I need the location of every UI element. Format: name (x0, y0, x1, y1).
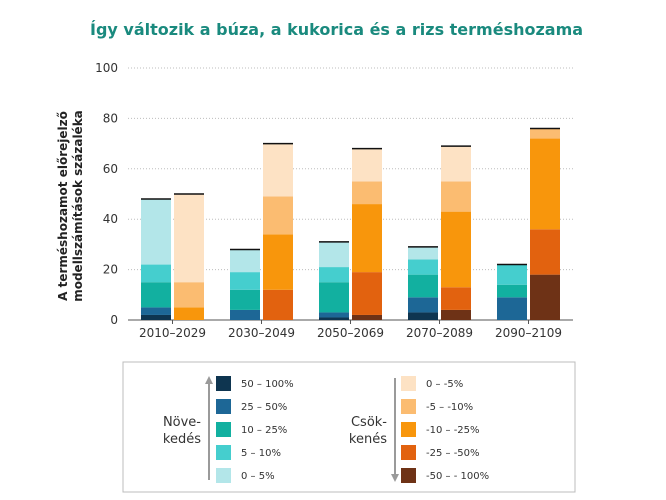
legend-decrease-item-label: -5 – -10% (426, 402, 473, 413)
legend: Növe-kedés 50 – 100% 25 – 50% 10 – 25% 5 – 1… (122, 361, 576, 493)
bar-segment (352, 148, 382, 182)
legend-decrease-title: Csök-kenés (349, 415, 387, 447)
bar-segment (141, 314, 171, 320)
bar-segment (174, 307, 204, 320)
x-axis-ticks: 2010–2029 2030–2049 2050–2069 2070–2089 2090… (139, 320, 562, 340)
legend-increase-title-line: kedés (163, 432, 201, 447)
bars (141, 127, 560, 320)
legend-decrease-item-label: -25 – -50% (426, 448, 480, 459)
y-tick-label: 20 (103, 263, 118, 277)
bar-segment (530, 229, 560, 275)
legend-increase-item-swatch (216, 399, 231, 414)
legend-increase-item-swatch (216, 468, 231, 483)
bar-segment (319, 317, 349, 320)
bar-segment (352, 204, 382, 273)
legend-increase-title-line: Növe- (163, 415, 201, 430)
bar-segment (141, 264, 171, 283)
legend-increase-item-label: 5 – 10% (241, 448, 281, 459)
bar-segment (441, 211, 471, 288)
legend-increase-item-label: 25 – 50% (241, 402, 287, 413)
bar-segment (263, 143, 293, 197)
legend-increase-item-swatch (216, 422, 231, 437)
bar-segment (408, 259, 438, 275)
bar-segment (497, 297, 527, 320)
legend-decrease-title-line: kenés (349, 432, 387, 447)
bar-segment (141, 199, 171, 265)
legend-decrease-item-swatch (401, 468, 416, 483)
legend-increase-item-swatch (216, 445, 231, 460)
y-axis-title: A terméshozamot előrejelzőmodellszámítás… (56, 110, 85, 302)
bar-segment (319, 267, 349, 283)
bar-segment (408, 274, 438, 298)
bar-segment (441, 181, 471, 212)
y-tick-label: 40 (103, 212, 118, 226)
legend-increase-title: Növe-kedés (163, 415, 201, 447)
x-tick-label: 2070–2089 (406, 326, 473, 340)
bar-segment (408, 297, 438, 313)
bar-segment (263, 289, 293, 320)
legend-decrease-item-label: -50 – - 100% (426, 471, 489, 482)
y-tick-label: 100 (95, 61, 118, 75)
legend-increase-item-label: 0 – 5% (241, 471, 275, 482)
legend-decrease-arrow-head (391, 474, 399, 482)
bar-segment (319, 282, 349, 313)
chart-title: Így változik a búza, a kukorica és a riz… (90, 20, 584, 39)
legend-decrease-item-label: -10 – -25% (426, 425, 480, 436)
x-tick-label: 2030–2049 (228, 326, 295, 340)
bar-segment (319, 312, 349, 318)
y-axis-label: A terméshozamot előrejelzőmodellszámítás… (56, 110, 85, 302)
legend-increase-item-label: 10 – 25% (241, 425, 287, 436)
legend-increase-item-label: 50 – 100% (241, 379, 294, 390)
y-axis-title-line: A terméshozamot előrejelző (56, 111, 70, 301)
legend-decrease-title-line: Csök- (351, 415, 387, 430)
legend-decrease-item-swatch (401, 376, 416, 391)
bar-segment (352, 314, 382, 320)
y-axis-title-line: modellszámítások százaléka (71, 110, 85, 302)
bar-segment (174, 194, 204, 283)
legend-decrease-item-label: 0 – -5% (426, 379, 463, 390)
bar-segment (230, 249, 260, 273)
legend-box (122, 361, 576, 493)
bar-segment (230, 272, 260, 290)
y-tick-label: 0 (110, 313, 118, 327)
bar-segment (497, 264, 527, 285)
bar-segment (441, 309, 471, 320)
bar-segment (352, 181, 382, 205)
bar-segment (530, 128, 560, 139)
bar-segment (441, 146, 471, 182)
bar-segment (530, 274, 560, 320)
x-tick-label: 2090–2109 (495, 326, 562, 340)
bar-segment (263, 196, 293, 235)
y-tick-label: 60 (103, 162, 118, 176)
y-axis-ticks: 0 20 40 60 80 100 (95, 61, 118, 327)
bar-segment (174, 282, 204, 308)
legend-increase-arrow-head (205, 376, 213, 384)
bar-segment (530, 138, 560, 230)
x-tick-label: 2010–2029 (139, 326, 206, 340)
legend-increase-item-swatch (216, 376, 231, 391)
legend-decrease-item-swatch (401, 399, 416, 414)
bar-segment (230, 309, 260, 320)
bar-segment (141, 282, 171, 308)
x-tick-label: 2050–2069 (317, 326, 384, 340)
bar-segment (408, 246, 438, 260)
bar-segment (263, 234, 293, 290)
bar-segment (408, 312, 438, 320)
bar-segment (497, 284, 527, 298)
bar-segment (352, 272, 382, 315)
bar-segment (141, 307, 171, 315)
legend-decrease-item-swatch (401, 445, 416, 460)
bar-segment (441, 287, 471, 310)
y-tick-label: 80 (103, 111, 118, 125)
bar-segment (230, 289, 260, 310)
legend-decrease-item-swatch (401, 422, 416, 437)
bar-segment (319, 241, 349, 268)
